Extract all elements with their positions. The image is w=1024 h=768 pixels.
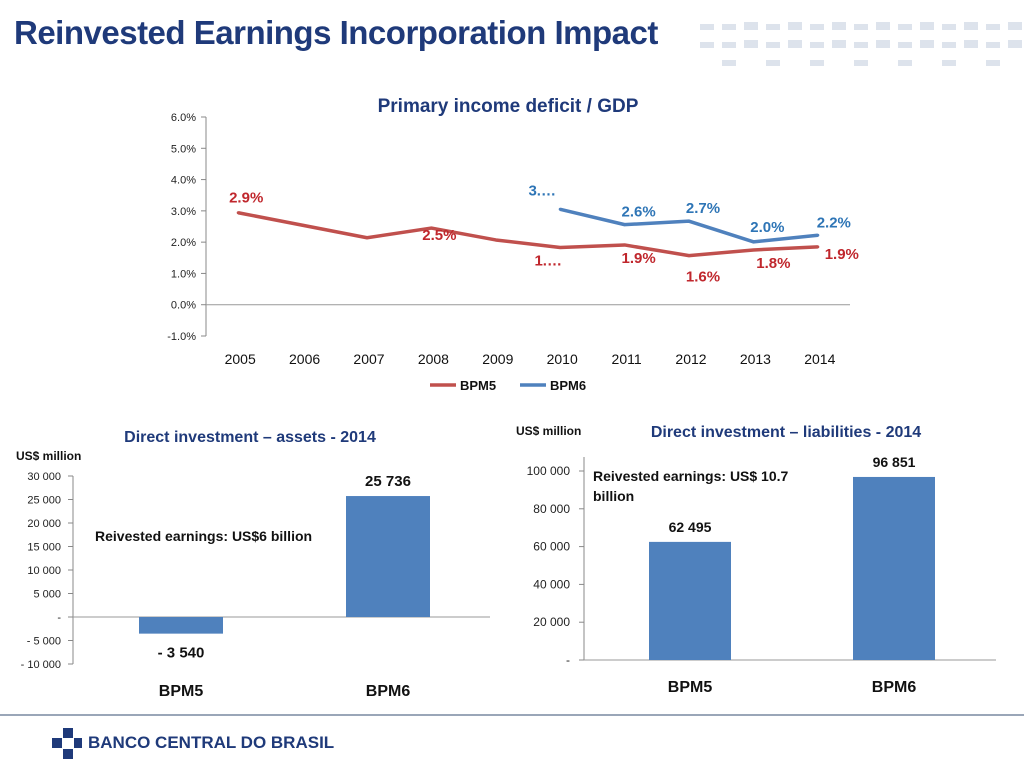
y-tick-label: 15 000 [27, 542, 61, 554]
y-tick-label: -1.0% [167, 331, 196, 343]
bar-chart-liabilities: Direct investment – liabilities - 2014 US… [516, 424, 996, 696]
data-point [687, 219, 691, 223]
bar-bpm5 [139, 617, 223, 634]
x-tick-label: 2011 [612, 351, 642, 367]
annotation-reinvested-earnings-cont: billion [593, 488, 634, 504]
bar-bpm5 [649, 541, 731, 660]
x-tick-label: 2007 [353, 351, 384, 367]
y-tick-label: 80 000 [533, 502, 570, 516]
data-point [429, 226, 433, 230]
logo-text: BANCO CENTRAL DO BRASIL [88, 733, 335, 752]
bar-chart-title: Direct investment – assets - 2014 [124, 429, 376, 446]
y-tick-label: 20 000 [27, 518, 61, 530]
x-tick-label: 2008 [418, 351, 449, 367]
data-label: 1.8% [756, 255, 790, 272]
bar-chart-assets: Direct investment – assets - 2014 US$ mil… [16, 429, 490, 700]
x-tick-label: 2006 [289, 351, 320, 367]
y-tick-label: 60 000 [533, 540, 570, 554]
x-category-label: BPM5 [668, 679, 713, 696]
charts-canvas: Primary income deficit / GDP -1.0% 0.0% 1.0… [16, 96, 996, 700]
y-tick-label: 1.0% [171, 268, 196, 280]
y-tick-label: - 10 000 [21, 659, 61, 671]
data-point [494, 238, 498, 242]
bar-value-label: 25 736 [365, 473, 411, 490]
y-tick-label: - [566, 653, 570, 667]
data-point [558, 245, 562, 249]
y-tick-label: - [57, 612, 61, 624]
x-tick-label: 2012 [675, 351, 706, 367]
data-label: 1.6% [686, 269, 720, 286]
data-label: 1.9% [825, 246, 859, 263]
data-point [236, 211, 240, 215]
banco-central-logo: BANCO CENTRAL DO BRASIL [50, 726, 334, 760]
y-tick-label: 3.0% [171, 206, 196, 218]
data-label: 1.9% [621, 250, 655, 267]
data-point [623, 243, 627, 247]
y-tick-label: 30 000 [27, 471, 61, 483]
data-point [623, 223, 627, 227]
data-label: 2.5% [422, 227, 456, 244]
y-tick-label: - 5 000 [27, 636, 61, 648]
page-title: Reinvested Earnings Incorporation Impact [14, 14, 658, 51]
data-point [301, 223, 305, 227]
y-tick-label: 2.0% [171, 237, 196, 249]
data-label: 2.7% [686, 200, 720, 217]
data-point [816, 233, 820, 237]
data-point [816, 245, 820, 249]
x-category-label: BPM6 [366, 683, 411, 700]
bcb-logo-icon [52, 728, 82, 759]
data-point [365, 236, 369, 240]
y-tick-label: 5 000 [33, 589, 61, 601]
bar-value-label: - 3 540 [158, 645, 205, 662]
annotation-reinvested-earnings: Reivested earnings: US$6 billion [95, 528, 312, 544]
y-tick-label: 0.0% [171, 300, 196, 312]
x-category-label: BPM6 [872, 679, 917, 696]
bar-value-label: 62 495 [669, 519, 712, 535]
annotation-reinvested-earnings: Reivested earnings: US$ 10.7 [593, 468, 789, 484]
x-category-label: BPM5 [159, 683, 204, 700]
x-tick-label: 2009 [482, 351, 513, 367]
bar-value-label: 96 851 [873, 454, 916, 470]
legend-label: BPM5 [460, 378, 496, 393]
data-label: 2.6% [621, 204, 655, 221]
footer-divider [0, 714, 1024, 716]
line-chart-title: Primary income deficit / GDP [378, 96, 639, 117]
legend-label: BPM6 [550, 378, 586, 393]
data-point [558, 207, 562, 211]
data-point [751, 248, 755, 252]
x-tick-label: 2013 [740, 351, 771, 367]
data-label: 2.2% [817, 214, 851, 231]
decorative-dots [700, 22, 1022, 66]
bar-bpm6 [853, 476, 935, 660]
data-label: 3.… [528, 182, 556, 199]
y-tick-label: 20 000 [533, 615, 570, 629]
x-tick-label: 2010 [547, 351, 578, 367]
x-tick-label: 2014 [804, 351, 835, 367]
data-label: 2.0% [750, 219, 784, 236]
x-tick-label: 2005 [225, 351, 256, 367]
y-axis-unit: US$ million [516, 424, 581, 438]
y-tick-label: 10 000 [27, 565, 61, 577]
data-point [751, 240, 755, 244]
y-tick-label: 4.0% [171, 175, 196, 187]
y-tick-label: 5.0% [171, 143, 196, 155]
bar-chart-title: Direct investment – liabilities - 2014 [651, 424, 921, 441]
data-label: 1.… [534, 252, 562, 269]
data-label: 2.9% [229, 190, 263, 207]
series-line-bpm5 [237, 211, 818, 258]
y-tick-label: 25 000 [27, 495, 61, 507]
data-point [687, 254, 691, 258]
y-tick-label: 100 000 [527, 464, 571, 478]
line-chart-primary-income: Primary income deficit / GDP -1.0% 0.0% 1.0… [167, 96, 859, 393]
y-axis-unit: US$ million [16, 449, 81, 463]
y-tick-label: 40 000 [533, 577, 570, 591]
y-tick-label: 6.0% [171, 112, 196, 124]
bar-bpm6 [346, 496, 430, 617]
